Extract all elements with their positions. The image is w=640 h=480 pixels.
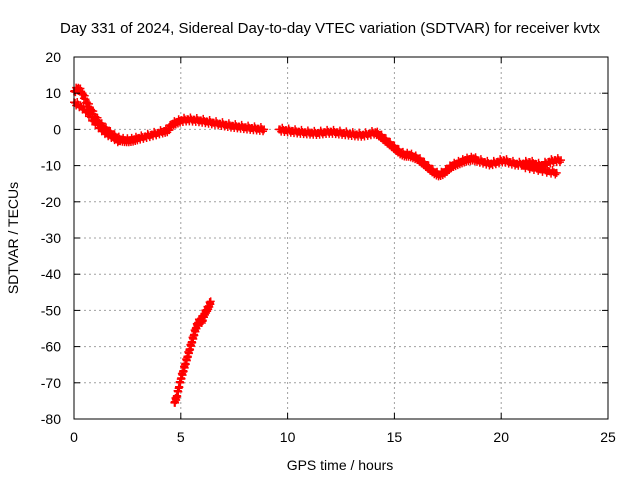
data-point-main-arc-lower-spread <box>86 109 95 118</box>
y-tick-label: -10 <box>41 158 61 174</box>
x-tick-label: 10 <box>280 429 296 445</box>
data-point-steep-arc <box>206 297 215 306</box>
ticks: 0 5 10 15 20 25 -80 -70 -60 -50 -40 -30 -20 -10 0 10 20 <box>41 49 616 445</box>
y-tick-label: 20 <box>45 49 61 65</box>
data-point-main-arc <box>557 156 566 165</box>
data-point-main-arc-lower-spread <box>551 170 560 179</box>
data-point-main-arc-lower-spread <box>114 136 123 145</box>
y-tick-label: 0 <box>53 121 61 137</box>
x-tick-label: 0 <box>70 429 78 445</box>
x-tick-label: 25 <box>600 429 616 445</box>
chart-title: Day 331 of 2024, Sidereal Day-to-day VTE… <box>60 20 600 37</box>
x-tick-label: 5 <box>177 429 185 445</box>
y-tick-label: -40 <box>41 266 61 282</box>
data-point-main-arc <box>260 125 269 134</box>
grid <box>74 57 608 419</box>
data-points <box>70 83 566 407</box>
data-point-main-arc <box>259 127 268 136</box>
data-point-main-arc-lower-spread <box>552 168 561 177</box>
x-axis-label: GPS time / hours <box>287 457 394 473</box>
y-tick-label: -70 <box>41 375 61 391</box>
y-tick-label: 10 <box>45 85 61 101</box>
y-axis-label: SDTVAR / TECUs <box>5 182 21 294</box>
y-tick-label: -30 <box>41 230 61 246</box>
y-tick-label: -60 <box>41 339 61 355</box>
x-tick-label: 20 <box>493 429 509 445</box>
data-point-main-arc-lower-spread <box>113 138 122 147</box>
x-tick-label: 15 <box>387 429 403 445</box>
y-tick-label: -50 <box>41 302 61 318</box>
y-tick-label: -20 <box>41 194 61 210</box>
y-tick-label: -80 <box>41 411 61 427</box>
